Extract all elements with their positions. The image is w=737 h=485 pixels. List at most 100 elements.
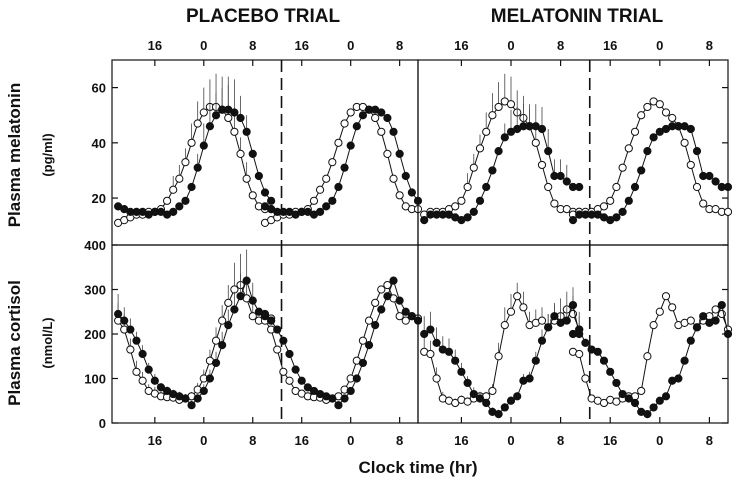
filled-data-point	[686, 124, 695, 134]
filled-data-point	[674, 374, 683, 383]
open-data-point	[637, 386, 646, 396]
filled-data-point	[593, 347, 602, 356]
filled-data-point	[254, 171, 263, 181]
filled-data-point	[451, 356, 460, 365]
filled-data-point	[156, 383, 166, 392]
open-data-point	[358, 336, 368, 345]
filled-data-point	[358, 111, 368, 120]
filled-data-point	[661, 392, 671, 401]
filled-data-point	[649, 403, 658, 412]
open-data-point	[488, 386, 497, 396]
open-data-point	[482, 127, 491, 136]
filled-data-point	[358, 358, 368, 368]
open-data-point	[371, 298, 380, 307]
open-data-point	[242, 174, 251, 183]
x-tick-label: 8	[706, 38, 713, 53]
filled-data-point	[562, 177, 571, 186]
filled-data-point	[537, 336, 547, 345]
x-tick-label: 0	[656, 38, 663, 53]
filled-data-point	[686, 336, 695, 345]
open-data-point	[661, 292, 671, 301]
open-data-point	[513, 292, 522, 301]
open-data-point	[699, 199, 708, 208]
open-data-point	[680, 138, 689, 147]
x-tick-label: 16	[294, 38, 308, 53]
filled-data-point	[352, 122, 361, 131]
x-tick-label: 16	[603, 38, 617, 53]
y-tick-label: 300	[84, 283, 106, 298]
filled-data-point	[562, 316, 571, 325]
open-data-point	[537, 160, 547, 170]
filled-data-point	[420, 329, 429, 339]
open-data-point	[395, 191, 404, 200]
open-data-point	[371, 113, 380, 123]
filled-data-point	[273, 325, 282, 334]
filled-data-point	[138, 349, 147, 359]
filled-data-point	[655, 396, 664, 405]
filled-data-point	[525, 374, 534, 383]
filled-data-point	[469, 207, 478, 216]
filled-data-point	[377, 108, 386, 117]
filled-data-point	[395, 149, 404, 158]
open-data-point	[537, 316, 547, 325]
x-tick-label: 0	[507, 433, 514, 448]
open-data-point	[506, 307, 516, 316]
open-series-line	[572, 100, 728, 216]
filled-data-point	[513, 392, 522, 401]
filled-data-point	[224, 321, 233, 330]
filled-data-point	[181, 394, 190, 403]
open-data-point	[364, 316, 374, 325]
open-data-point	[661, 108, 671, 117]
filled-data-point	[199, 386, 208, 396]
open-series-line	[424, 100, 580, 216]
filled-data-point	[457, 367, 466, 376]
filled-data-point	[575, 182, 584, 192]
filled-data-point	[297, 376, 306, 385]
filled-data-point	[568, 329, 578, 339]
open-data-point	[285, 376, 294, 385]
cortisol-axis-unit: (nmol/L)	[40, 317, 55, 368]
open-data-point	[494, 352, 503, 361]
open-data-point	[401, 316, 410, 325]
open-data-point	[643, 102, 652, 112]
filled-data-point	[169, 207, 178, 216]
x-tick-label: 8	[396, 433, 403, 448]
filled-data-point	[132, 336, 141, 345]
filled-data-point	[242, 276, 251, 285]
open-data-point	[132, 367, 141, 376]
filled-data-point	[340, 394, 349, 403]
filled-data-point	[649, 133, 658, 142]
filled-data-point	[242, 127, 251, 136]
open-data-point	[181, 158, 190, 167]
open-data-point	[169, 185, 178, 194]
filled-data-point	[618, 389, 627, 399]
filled-data-point	[475, 394, 485, 403]
open-data-point	[248, 312, 257, 321]
open-data-point	[248, 191, 257, 200]
open-data-point	[686, 316, 695, 325]
filled-data-point	[531, 356, 540, 365]
open-data-point	[383, 149, 392, 158]
x-tick-label: 0	[200, 433, 207, 448]
filled-data-point	[506, 396, 516, 405]
filled-data-point	[267, 196, 276, 205]
open-data-point	[618, 163, 627, 172]
filled-data-point	[568, 216, 578, 225]
y-tick-label: 400	[84, 238, 106, 253]
filled-data-point	[599, 356, 609, 365]
filled-data-point	[705, 171, 714, 181]
filled-data-point	[193, 163, 202, 172]
filled-data-point	[120, 316, 129, 325]
open-data-point	[328, 158, 337, 167]
x-tick-label: 16	[148, 433, 162, 448]
open-data-point	[624, 144, 633, 153]
x-tick-label: 8	[249, 38, 256, 53]
y-tick-label: 20	[92, 191, 106, 206]
filled-data-point	[389, 276, 398, 285]
filled-data-point	[630, 398, 640, 408]
filled-data-point	[346, 141, 355, 150]
x-tick-label: 16	[148, 38, 162, 53]
open-data-point	[126, 345, 135, 354]
filled-data-point	[187, 182, 196, 192]
filled-data-point	[463, 378, 472, 388]
